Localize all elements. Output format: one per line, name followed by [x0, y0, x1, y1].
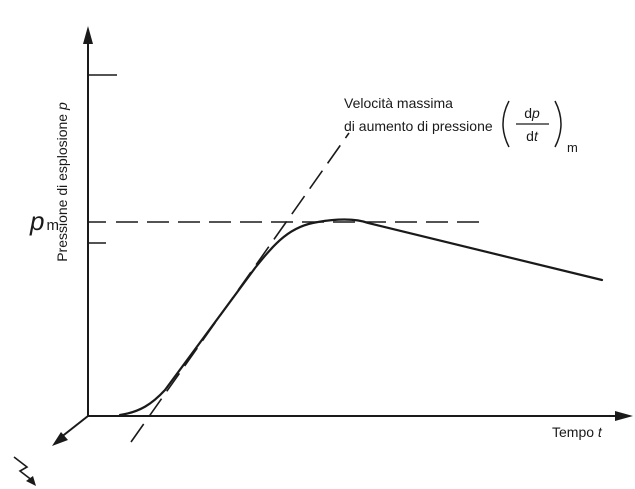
- y-axis-arrow: [83, 26, 93, 44]
- fraction-numerator: dp: [524, 105, 540, 121]
- left-paren: [502, 100, 510, 148]
- y-axis-label: Pressione di esplosione p: [54, 102, 70, 262]
- depth-axis-arrow: [52, 432, 68, 446]
- depth-axis: [59, 415, 89, 439]
- x-axis-label: Tempo t: [552, 424, 603, 440]
- pressure-curve: [118, 218, 604, 417]
- annotation-line-1: Velocità massima: [344, 95, 453, 111]
- ignition-spark-icon: [13, 456, 34, 482]
- rate-fraction: dp dt m: [502, 100, 578, 155]
- fraction-subscript: m: [567, 140, 578, 155]
- fraction-denominator: dt: [526, 128, 539, 144]
- spark-arrowhead: [26, 476, 36, 486]
- right-paren: [554, 100, 562, 148]
- annotation-line-2: di aumento di pressione: [344, 118, 493, 134]
- x-axis-arrow: [615, 411, 633, 421]
